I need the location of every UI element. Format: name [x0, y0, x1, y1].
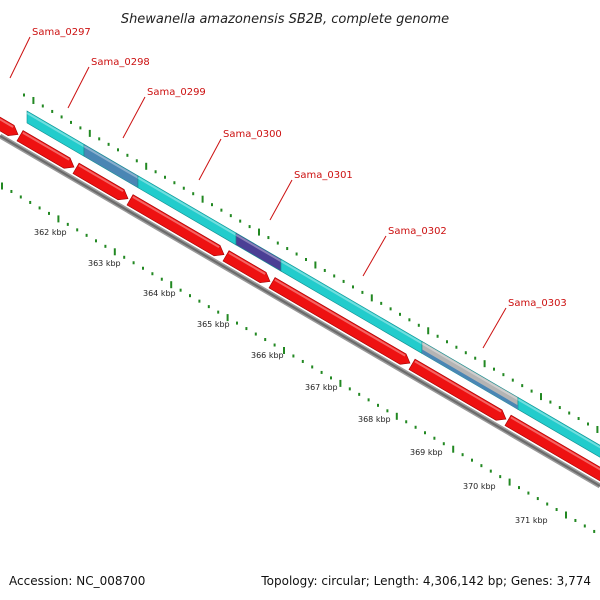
- cds-highlight: [137, 176, 237, 236]
- forward-cds-track: [26, 110, 600, 458]
- cds-arrow: [222, 250, 271, 283]
- ruler-label: 365 kbp: [197, 320, 230, 329]
- ruler-labels: 362 kbp 363 kbp 364 kbp 365 kbp 366 kbp …: [34, 228, 548, 525]
- cds-arrow-highlight: [0, 102, 14, 128]
- cds-highlight: [235, 234, 282, 263]
- cds-arrow-body: [408, 358, 507, 421]
- gene-labels: Sama_0297 Sama_0298 Sama_0299 Sama_0300 …: [32, 27, 567, 309]
- cds-arrow-body: [0, 100, 19, 136]
- cds-arrow-highlight: [510, 416, 600, 480]
- gene-label[interactable]: Sama_0303: [508, 298, 567, 309]
- cds-arrow-body: [126, 194, 225, 257]
- cds-highlight: [421, 342, 519, 401]
- leader-line: [122, 96, 146, 139]
- cds-arrow-body: [72, 162, 129, 201]
- gene-label[interactable]: Sama_0298: [91, 57, 150, 68]
- genome-backbone: [0, 133, 600, 489]
- genome-stats: Topology: circular; Length: 4,306,142 bp…: [260, 574, 591, 588]
- cds-arrow-body: [268, 277, 411, 365]
- gene-label[interactable]: Sama_0301: [294, 170, 353, 181]
- cds-arrow: [504, 414, 600, 488]
- map-title: Shewanella amazonensis SB2B, complete ge…: [121, 12, 449, 27]
- ruler-label: 370 kbp: [463, 482, 496, 491]
- ruler-label: 362 kbp: [34, 228, 67, 237]
- cds-arrow-body: [222, 250, 271, 283]
- gene-label[interactable]: Sama_0300: [223, 129, 282, 140]
- cds-arrow: [0, 100, 19, 136]
- ruler-label: 371 kbp: [515, 516, 548, 525]
- gene-label[interactable]: Sama_0297: [32, 27, 91, 38]
- cds-arrow-body: [16, 130, 75, 169]
- cds-arrow-body: [504, 414, 600, 488]
- ruler-label: 366 kbp: [251, 351, 284, 360]
- leader-line: [269, 179, 293, 221]
- lower-ruler-track: [1, 182, 596, 533]
- gene-leader-lines: [9, 36, 507, 349]
- cds-arrow-highlight: [274, 278, 406, 357]
- upper-tick-track: [23, 93, 599, 433]
- gene-label[interactable]: Sama_0299: [147, 87, 206, 98]
- leader-line: [482, 307, 507, 349]
- cds-arrow: [72, 162, 129, 201]
- cds-highlight: [83, 145, 139, 179]
- cds-arrow: [408, 358, 507, 421]
- accession-label: Accession: NC_008700: [9, 574, 145, 588]
- ruler-label: 369 kbp: [410, 448, 443, 457]
- leader-line: [67, 66, 90, 109]
- cds-arrow-highlight: [132, 196, 220, 249]
- cds-arrow-highlight: [22, 131, 70, 161]
- cds-highlight: [280, 260, 423, 345]
- cds-highlight: [26, 112, 85, 148]
- leader-line: [198, 138, 222, 181]
- cds-arrow: [126, 194, 225, 257]
- cds-arrow: [16, 130, 75, 169]
- cds-highlight: [517, 398, 600, 449]
- gene-label[interactable]: Sama_0302: [388, 226, 447, 237]
- leader-line: [362, 235, 387, 277]
- ruler-label: 367 kbp: [305, 383, 338, 392]
- cds-arrow: [268, 277, 411, 365]
- cds-arrow-highlight: [414, 360, 502, 413]
- cds-arrow-highlight: [78, 164, 124, 193]
- ruler-label: 368 kbp: [358, 415, 391, 424]
- reverse-cds-track: [0, 100, 600, 488]
- leader-line: [9, 36, 31, 79]
- ruler-label: 363 kbp: [88, 259, 121, 268]
- ruler-label: 364 kbp: [143, 289, 176, 298]
- cds-shade: [422, 349, 518, 410]
- cds-arrow-highlight: [228, 252, 266, 275]
